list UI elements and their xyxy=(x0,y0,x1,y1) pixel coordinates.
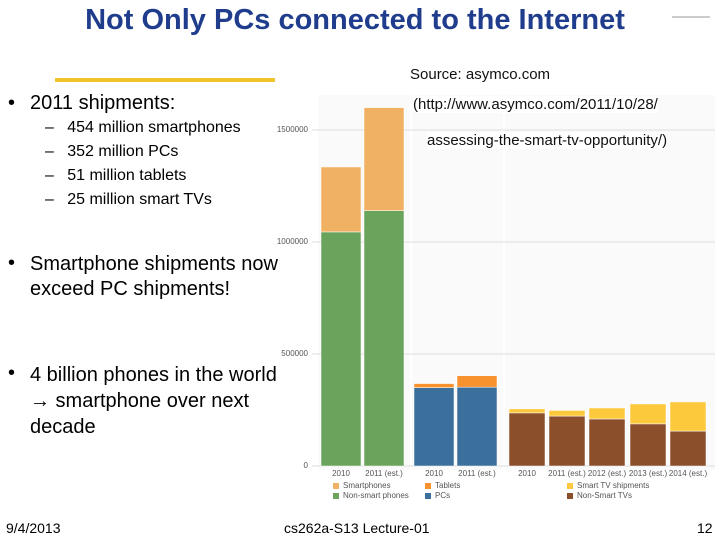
x-tick-label: 2011 (est.) xyxy=(365,469,403,478)
bar xyxy=(588,407,626,420)
legend-swatch xyxy=(425,493,431,499)
bullet: • Smartphone shipments now exceed PC ship… xyxy=(8,252,300,302)
legend-label: Non-Smart TVs xyxy=(577,491,632,500)
x-tick-label: 2013 (est.) xyxy=(629,469,668,478)
legend-swatch xyxy=(333,483,339,489)
bar xyxy=(629,423,667,467)
footer-course: cs262a-S13 Lecture-01 xyxy=(284,520,430,536)
sub-list: – 454 million smartphones – 352 million … xyxy=(45,116,241,212)
bullet: • 4 billion phones in the world → smartph… xyxy=(8,362,295,440)
bar xyxy=(548,410,586,417)
sub-bullet: – 25 million smart TVs xyxy=(45,191,212,208)
bar xyxy=(588,418,626,467)
bullet-text: 4 billion phones in the world → smartpho… xyxy=(30,364,277,438)
slide-title: Not Only PCs connected to the Internet xyxy=(85,4,625,36)
sub-bullet: – 352 million PCs xyxy=(45,143,179,160)
legend-label: Tablets xyxy=(435,481,460,490)
bar xyxy=(320,166,362,233)
x-tick-label: 2014 (est.) xyxy=(669,469,708,478)
bar xyxy=(363,107,405,211)
x-tick-label: 2012 (est.) xyxy=(588,469,627,478)
bullet-text: Smartphone shipments now exceed PC shipm… xyxy=(30,253,278,300)
source: (http://www.asymco.com/2011/10/28/ xyxy=(413,96,658,113)
bar xyxy=(413,387,455,467)
legend-label: Smartphones xyxy=(343,481,391,490)
sub-text: 352 million PCs xyxy=(67,143,179,160)
legend-label: PCs xyxy=(435,491,450,500)
bar xyxy=(413,383,455,388)
y-tick-label: 1500000 xyxy=(277,125,309,134)
sub-bullet: – 454 million smartphones xyxy=(45,119,241,136)
y-tick-label: 0 xyxy=(304,461,309,470)
page-number: 12 xyxy=(697,520,713,536)
x-tick-label: 2010 xyxy=(518,469,536,478)
bar xyxy=(456,386,498,467)
footer-date: 9/4/2013 xyxy=(6,520,61,536)
sub-text: 25 million smart TVs xyxy=(67,191,212,208)
y-tick-label: 1000000 xyxy=(277,237,309,246)
legend-label: Non-smart phones xyxy=(343,491,409,500)
sub-text: 51 million tablets xyxy=(67,167,187,184)
x-tick-label: 2011 (est.) xyxy=(548,469,586,478)
x-tick-label: 2010 xyxy=(425,469,443,478)
y-tick-label: 500000 xyxy=(281,349,308,358)
legend-swatch xyxy=(567,483,573,489)
bar xyxy=(508,408,546,414)
bullet-text: 2011 shipments: xyxy=(30,92,176,114)
x-tick-label: 2011 (est.) xyxy=(458,469,496,478)
bar xyxy=(508,412,546,467)
source: assessing-the-smart-tv-opportunity/) xyxy=(427,132,668,149)
bar xyxy=(548,415,586,467)
x-tick-label: 2010 xyxy=(332,469,350,478)
bar xyxy=(669,430,707,467)
bar xyxy=(669,401,707,432)
legend-swatch xyxy=(333,493,339,499)
legend-label: Smart TV shipments xyxy=(577,481,649,490)
bar xyxy=(363,210,405,467)
sub-text: 454 million smartphones xyxy=(67,119,241,136)
source: Source: asymco.com xyxy=(410,66,551,83)
bar xyxy=(456,375,498,388)
bar xyxy=(629,403,667,425)
legend-swatch xyxy=(567,493,573,499)
bullet: • 2011 shipments: xyxy=(8,92,176,114)
bar xyxy=(320,231,362,467)
legend-swatch xyxy=(425,483,431,489)
sub-bullet: – 51 million tablets xyxy=(45,167,187,184)
